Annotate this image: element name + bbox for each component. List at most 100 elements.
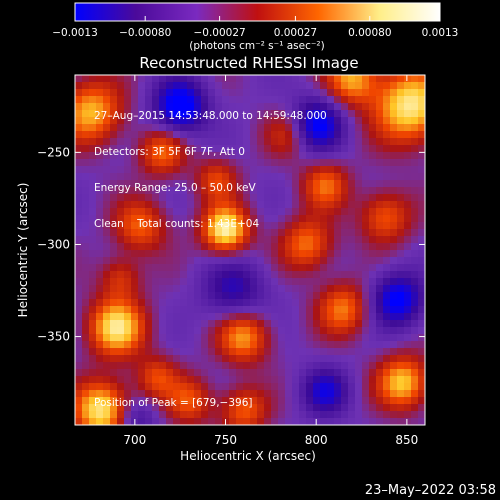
heatmap-cell — [145, 404, 153, 412]
heatmap-cell — [299, 411, 307, 419]
heatmap-cell — [404, 187, 412, 195]
heatmap-cell — [278, 383, 286, 391]
heatmap-cell — [411, 320, 419, 328]
heatmap-cell — [103, 278, 111, 286]
heatmap-cell — [376, 264, 384, 272]
heatmap-cell — [180, 145, 188, 153]
heatmap-cell — [271, 376, 279, 384]
heatmap-cell — [292, 180, 300, 188]
heatmap-cell — [180, 334, 188, 342]
heatmap-cell — [278, 271, 286, 279]
heatmap-cell — [103, 243, 111, 251]
heatmap-cell — [159, 82, 167, 90]
heatmap-cell — [404, 208, 412, 216]
heatmap-cell — [292, 103, 300, 111]
heatmap-cell — [306, 285, 314, 293]
heatmap-cell — [82, 89, 90, 97]
heatmap-cell — [313, 201, 321, 209]
heatmap-cell — [243, 117, 251, 125]
heatmap-cell — [376, 257, 384, 265]
heatmap-cell — [397, 194, 405, 202]
heatmap-cell — [89, 404, 97, 412]
heatmap-cell — [341, 257, 349, 265]
heatmap-cell — [299, 362, 307, 370]
heatmap-cell — [173, 229, 181, 237]
heatmap-cell — [292, 404, 300, 412]
heatmap-cell — [313, 117, 321, 125]
heatmap-cell — [236, 250, 244, 258]
heatmap-cell — [145, 236, 153, 244]
heatmap-cell — [334, 285, 342, 293]
heatmap-cell — [236, 299, 244, 307]
heatmap-cell — [250, 271, 258, 279]
heatmap-cell — [250, 110, 258, 118]
heatmap-cell — [313, 89, 321, 97]
heatmap-cell — [390, 138, 398, 146]
heatmap-cell — [355, 180, 363, 188]
heatmap-cell — [397, 159, 405, 167]
heatmap-cell — [341, 271, 349, 279]
heatmap-cell — [397, 229, 405, 237]
heatmap-cell — [418, 187, 426, 195]
heatmap-cell — [180, 390, 188, 398]
heatmap-cell — [299, 299, 307, 307]
heatmap-cell — [299, 173, 307, 181]
heatmap-cell — [180, 96, 188, 104]
heatmap-cell — [299, 271, 307, 279]
heatmap-cell — [264, 166, 272, 174]
heatmap-cell — [187, 390, 195, 398]
heatmap-cell — [159, 229, 167, 237]
heatmap-cell — [103, 208, 111, 216]
heatmap-cell — [418, 285, 426, 293]
heatmap-cell — [215, 327, 223, 335]
x-axis-label: Heliocentric X (arcsec) — [180, 449, 316, 463]
heatmap-cell — [159, 411, 167, 419]
heatmap-cell — [299, 418, 307, 426]
heatmap-cell — [236, 222, 244, 230]
heatmap-cell — [376, 306, 384, 314]
heatmap-cell — [89, 327, 97, 335]
heatmap-cell — [404, 110, 412, 118]
heatmap-cell — [103, 376, 111, 384]
heatmap-cell — [369, 180, 377, 188]
heatmap-cell — [145, 243, 153, 251]
heatmap-cell — [145, 334, 153, 342]
heatmap-cell — [257, 264, 265, 272]
heatmap-cell — [271, 103, 279, 111]
heatmap-cell — [138, 103, 146, 111]
heatmap-cell — [82, 306, 90, 314]
heatmap-cell — [278, 355, 286, 363]
heatmap-cell — [369, 110, 377, 118]
heatmap-cell — [159, 299, 167, 307]
heatmap-cell — [194, 306, 202, 314]
heatmap-cell — [376, 355, 384, 363]
heatmap-cell — [152, 96, 160, 104]
heatmap-cell — [117, 327, 125, 335]
heatmap-cell — [285, 208, 293, 216]
heatmap-cell — [75, 201, 83, 209]
heatmap-cell — [313, 369, 321, 377]
heatmap-cell — [271, 285, 279, 293]
heatmap-cell — [362, 285, 370, 293]
heatmap-cell — [271, 131, 279, 139]
heatmap-cell — [348, 306, 356, 314]
heatmap-cell — [390, 145, 398, 153]
heatmap-cell — [243, 145, 251, 153]
heatmap-cell — [208, 334, 216, 342]
heatmap-cell — [138, 334, 146, 342]
heatmap-cell — [194, 341, 202, 349]
heatmap-cell — [180, 355, 188, 363]
heatmap-cell — [110, 327, 118, 335]
heatmap-cell — [369, 257, 377, 265]
heatmap-cell — [418, 369, 426, 377]
heatmap-cell — [159, 124, 167, 132]
heatmap-cell — [271, 292, 279, 300]
heatmap-cell — [299, 376, 307, 384]
heatmap-cell — [313, 243, 321, 251]
heatmap-cell — [159, 208, 167, 216]
heatmap-cell — [313, 131, 321, 139]
heatmap-cell — [369, 404, 377, 412]
colorbar — [74, 2, 441, 22]
heatmap-cell — [229, 257, 237, 265]
heatmap-cell — [257, 418, 265, 426]
